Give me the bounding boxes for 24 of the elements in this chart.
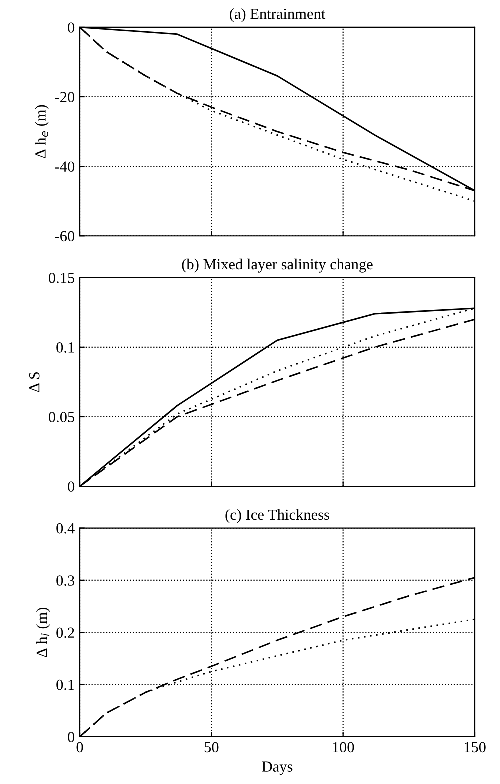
chart-title: (c) Ice Thickness — [226, 509, 330, 524]
y-tick-label: -40 — [55, 162, 75, 172]
x-tick-label: 50 — [204, 742, 219, 753]
y-tick-label: 0.1 — [56, 680, 74, 690]
x-tick-label: 100 — [333, 742, 354, 753]
chart-title: (a) Entrainment — [230, 8, 326, 22]
y-tick-label: 0 — [68, 732, 75, 742]
y-axis-title: Δ h$_{i}$ (m) — [36, 608, 50, 658]
y-tick-label: -20 — [55, 92, 75, 102]
y-tick-label: 0 — [68, 482, 75, 492]
x-tick-label: 0 — [76, 742, 84, 753]
x-axis-title: Days — [262, 762, 293, 776]
y-axis-title: Δ h$_{e}$ (m) — [35, 105, 50, 158]
y-tick-label: 0.1 — [56, 342, 74, 353]
y-tick-label: 0.15 — [48, 273, 75, 284]
chart-title: (b) Mixed layer salinity change — [182, 258, 373, 273]
y-axis-title: Δ S — [29, 372, 40, 392]
y-tick-label: 0.3 — [56, 576, 75, 586]
y-tick-label: -60 — [55, 231, 75, 242]
y-tick-label: 0.2 — [56, 628, 74, 638]
y-tick-label: 0.4 — [56, 523, 75, 534]
y-tick-label: 0 — [68, 22, 75, 33]
x-tick-label: 150 — [464, 742, 486, 753]
y-tick-label: 0.05 — [48, 412, 75, 422]
